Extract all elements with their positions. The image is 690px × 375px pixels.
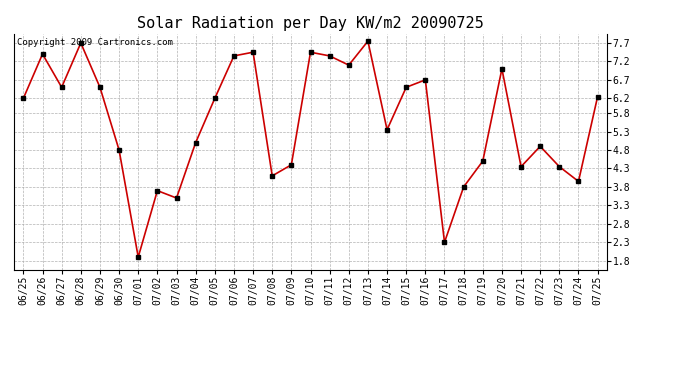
Text: Copyright 2009 Cartronics.com: Copyright 2009 Cartronics.com xyxy=(17,39,172,48)
Title: Solar Radiation per Day KW/m2 20090725: Solar Radiation per Day KW/m2 20090725 xyxy=(137,16,484,31)
